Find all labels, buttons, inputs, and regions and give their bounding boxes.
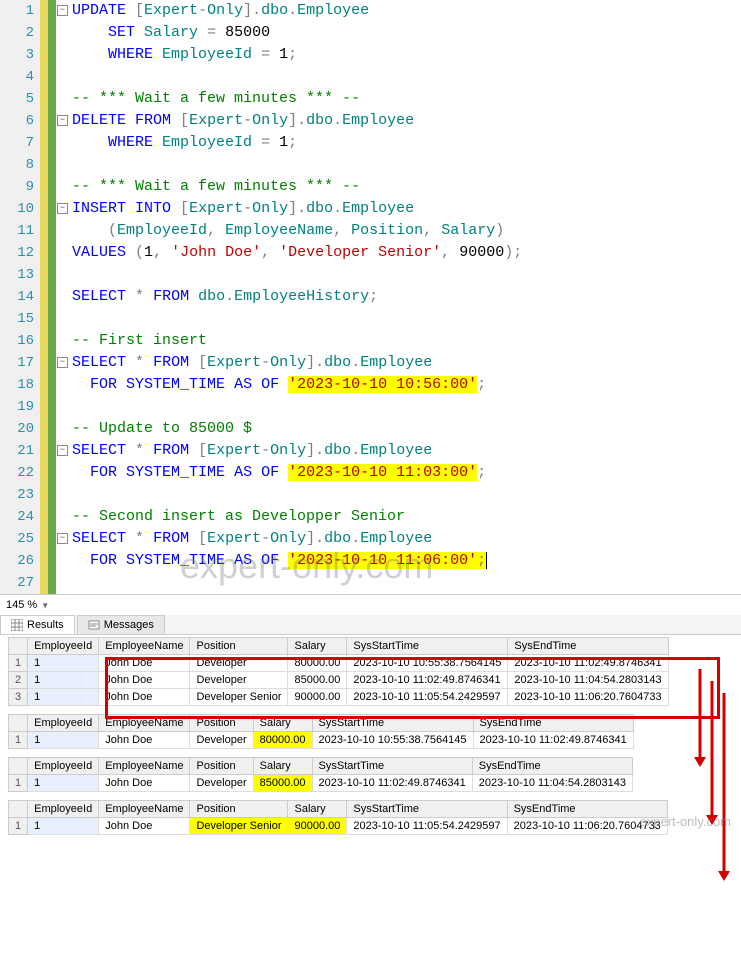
cell[interactable]: 80000.00 [253, 732, 312, 749]
code-area[interactable]: UPDATE [Expert-Only].dbo.Employee SET Sa… [70, 0, 741, 594]
zoom-dropdown-icon[interactable]: ▼ [41, 601, 49, 610]
tab-messages[interactable]: Messages [77, 615, 165, 634]
col-header[interactable]: SysStartTime [347, 638, 508, 655]
col-header[interactable]: Salary [288, 801, 347, 818]
fold-toggle[interactable]: − [57, 115, 68, 126]
col-header[interactable]: Position [190, 638, 288, 655]
cell[interactable]: Developer [190, 672, 288, 689]
cell[interactable]: John Doe [99, 818, 190, 835]
annotation-arrow [716, 693, 732, 883]
results-tabs: Results Messages [0, 615, 741, 635]
change-marker-yellow [40, 0, 48, 594]
fold-toggle[interactable]: − [57, 5, 68, 16]
grid-icon [11, 619, 23, 631]
editor-gutter: 1234567891011121314151617181920212223242… [0, 0, 56, 594]
cell[interactable]: 1 [28, 655, 99, 672]
footer-watermark: expert-only.com [639, 814, 731, 829]
col-header[interactable]: Salary [288, 638, 347, 655]
fold-toggle[interactable]: − [57, 533, 68, 544]
result-grid-4[interactable]: EmployeeIdEmployeeNamePositionSalarySysS… [8, 800, 668, 835]
cell[interactable]: 1 [28, 689, 99, 706]
cell[interactable]: 2023-10-10 11:04:54.2803143 [508, 672, 668, 689]
col-header[interactable]: Position [190, 715, 253, 732]
cell[interactable]: 90000.00 [288, 689, 347, 706]
cell[interactable]: 2023-10-10 11:06:20.7604733 [508, 689, 668, 706]
line-numbers: 1234567891011121314151617181920212223242… [0, 0, 40, 594]
result-grid-1[interactable]: EmployeeIdEmployeeNamePositionSalarySysS… [8, 637, 669, 706]
result-grid-3[interactable]: EmployeeIdEmployeeNamePositionSalarySysS… [8, 757, 633, 792]
col-header[interactable]: SysStartTime [312, 758, 472, 775]
cell[interactable]: 85000.00 [288, 672, 347, 689]
cell[interactable]: 2023-10-10 11:02:49.8746341 [312, 775, 472, 792]
fold-column[interactable]: − − − − − − [56, 0, 70, 594]
col-header[interactable]: SysEndTime [473, 715, 633, 732]
fold-toggle[interactable]: − [57, 203, 68, 214]
tab-results-label: Results [27, 619, 64, 631]
col-header[interactable]: EmployeeId [28, 638, 99, 655]
cell[interactable]: Developer Senior [190, 689, 288, 706]
cell[interactable]: 2023-10-10 10:55:38.7564145 [312, 732, 473, 749]
code-editor[interactable]: 1234567891011121314151617181920212223242… [0, 0, 741, 594]
col-header[interactable]: Position [190, 758, 253, 775]
cell[interactable]: John Doe [99, 655, 190, 672]
zoom-bar: 145 % ▼ [0, 594, 741, 615]
col-header[interactable]: Position [190, 801, 288, 818]
result-grid-2[interactable]: EmployeeIdEmployeeNamePositionSalarySysS… [8, 714, 634, 749]
cell[interactable]: 2023-10-10 11:02:49.8746341 [347, 672, 508, 689]
change-marker-green [48, 0, 56, 594]
cell[interactable]: Developer [190, 732, 253, 749]
tab-results[interactable]: Results [0, 615, 75, 634]
col-header[interactable]: EmployeeName [99, 715, 190, 732]
col-header[interactable]: EmployeeName [99, 638, 190, 655]
annotation-arrow [704, 681, 720, 827]
col-header[interactable]: EmployeeId [28, 801, 99, 818]
cell[interactable]: John Doe [99, 672, 190, 689]
cell[interactable]: John Doe [99, 689, 190, 706]
col-header[interactable]: SysStartTime [347, 801, 507, 818]
col-header[interactable]: EmployeeName [99, 801, 190, 818]
cell[interactable]: 1 [28, 818, 99, 835]
annotation-arrow [692, 669, 708, 769]
messages-icon [88, 619, 100, 631]
cell[interactable]: Developer [190, 775, 253, 792]
cell[interactable]: John Doe [99, 732, 190, 749]
col-header[interactable]: EmployeeId [28, 715, 99, 732]
cell[interactable]: 2023-10-10 11:04:54.2803143 [472, 775, 632, 792]
col-header[interactable]: EmployeeName [99, 758, 190, 775]
col-header[interactable]: Salary [253, 758, 312, 775]
cell[interactable]: 2023-10-10 11:02:49.8746341 [508, 655, 668, 672]
cell[interactable]: 2023-10-10 10:55:38.7564145 [347, 655, 508, 672]
fold-toggle[interactable]: − [57, 445, 68, 456]
col-header[interactable]: SysEndTime [472, 758, 632, 775]
cell[interactable]: 2023-10-10 11:02:49.8746341 [473, 732, 633, 749]
zoom-value: 145 % [6, 599, 37, 611]
tab-messages-label: Messages [104, 619, 154, 631]
cell[interactable]: Developer Senior [190, 818, 288, 835]
cell[interactable]: 2023-10-10 11:05:54.2429597 [347, 818, 507, 835]
cell[interactable]: 90000.00 [288, 818, 347, 835]
col-header[interactable]: SysEndTime [508, 638, 668, 655]
cell[interactable]: 85000.00 [253, 775, 312, 792]
fold-toggle[interactable]: − [57, 357, 68, 368]
cell[interactable]: John Doe [99, 775, 190, 792]
cell[interactable]: Developer [190, 655, 288, 672]
cell[interactable]: 2023-10-10 11:05:54.2429597 [347, 689, 508, 706]
col-header[interactable]: SysStartTime [312, 715, 473, 732]
cell[interactable]: 1 [28, 732, 99, 749]
results-panel: EmployeeIdEmployeeNamePositionSalarySysS… [0, 637, 741, 835]
cell[interactable]: 1 [28, 775, 99, 792]
cell[interactable]: 80000.00 [288, 655, 347, 672]
col-header[interactable]: EmployeeId [28, 758, 99, 775]
col-header[interactable]: Salary [253, 715, 312, 732]
cell[interactable]: 1 [28, 672, 99, 689]
